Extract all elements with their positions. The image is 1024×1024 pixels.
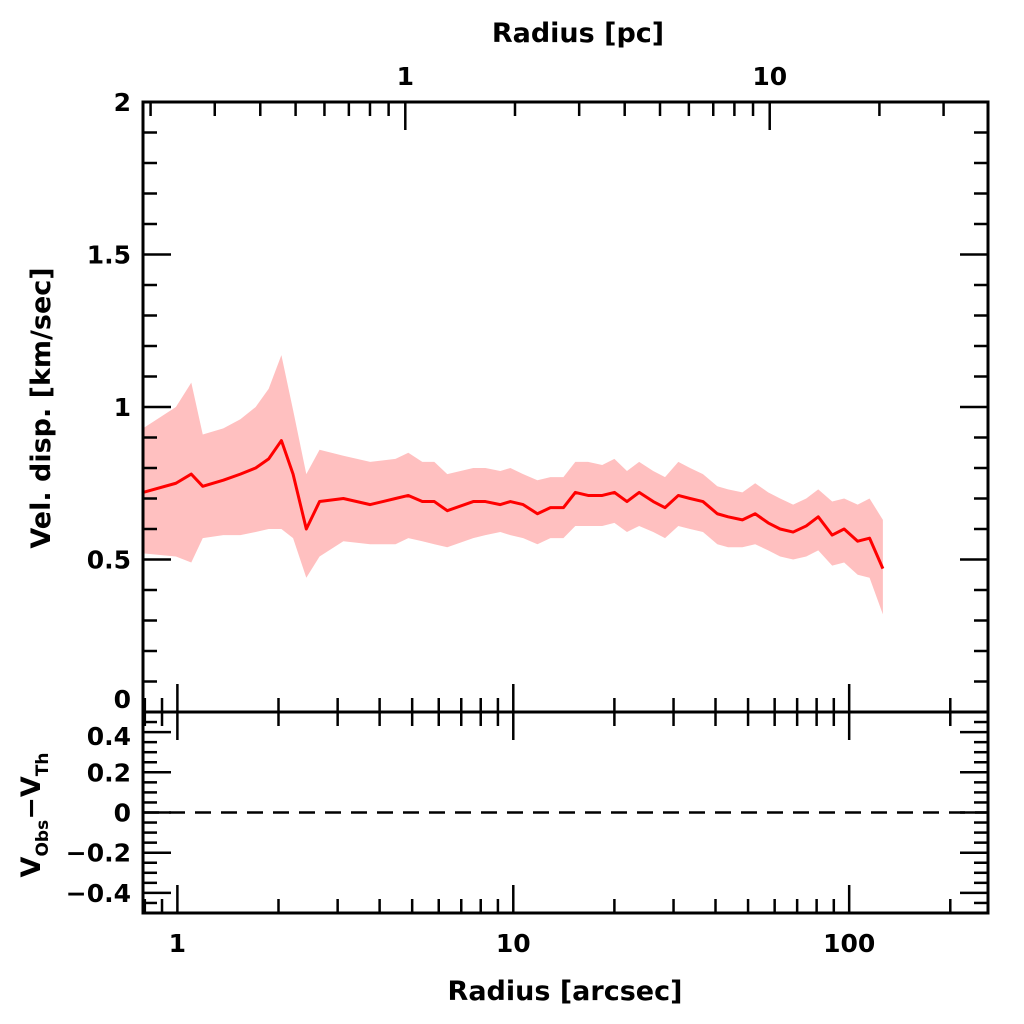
residual-y-tick-label: −0.2 <box>66 839 131 868</box>
bottom-x-tick-label: 1 <box>169 929 186 958</box>
residual-y-tick-label: 0 <box>114 799 131 828</box>
main-y-tick-label: 0 <box>114 685 131 714</box>
residual-ylabel-v1: V <box>16 856 47 877</box>
data-line-layer <box>142 439 988 814</box>
dispersion-line <box>142 439 885 570</box>
residual-y-tick-label: −0.4 <box>66 879 131 908</box>
residual-y-tick-label: 0.4 <box>87 722 131 751</box>
main-y-axis-title: Vel. disp. [km/sec] <box>26 267 57 548</box>
top-axis-title: Radius [pc] <box>492 18 664 49</box>
main-y-tick-label: 0.5 <box>87 546 131 575</box>
tick-layer <box>143 100 988 913</box>
bottom-x-tick-label: 100 <box>823 929 875 958</box>
residual-ylabel-sub2: Th <box>33 753 53 777</box>
main-y-tick-label: 1.5 <box>87 241 131 270</box>
residual-y-tick-label: 0.2 <box>87 758 131 787</box>
residual-ylabel-sub1: Obs <box>33 820 53 857</box>
residual-y-axis-title: VObs−VTh <box>16 753 53 878</box>
main-y-tick-label: 1 <box>114 393 131 422</box>
error-band <box>143 355 883 615</box>
top-x-tick-label: 10 <box>752 62 787 91</box>
main-y-tick-label: 2 <box>114 88 131 117</box>
error-band-layer <box>143 355 883 615</box>
bottom-axis-title: Radius [arcsec] <box>448 976 683 1007</box>
top-x-tick-label: 1 <box>397 62 414 91</box>
residual-ylabel-minus-v: −V <box>16 776 47 820</box>
bottom-x-tick-label: 10 <box>496 929 531 958</box>
residual-panel-frame <box>141 710 990 915</box>
